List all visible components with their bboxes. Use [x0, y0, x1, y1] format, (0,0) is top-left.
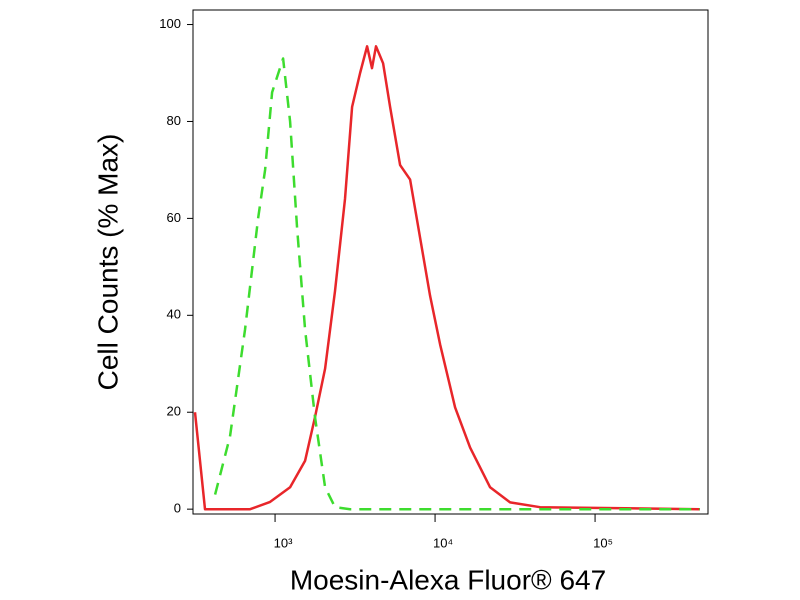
y-tick-label: 60 — [167, 210, 181, 225]
series-line — [213, 57, 700, 511]
y-tick-label: 20 — [167, 404, 181, 419]
x-tick-label: 10⁴ — [433, 535, 453, 550]
x-axis-label: Moesin-Alexa Fluor® 647 — [290, 564, 606, 595]
y-tick-label: 0 — [174, 501, 181, 516]
series-line — [193, 45, 701, 511]
y-tick-label: 100 — [159, 16, 181, 31]
plot-frame — [192, 9, 709, 515]
y-tick-label: 40 — [167, 307, 181, 322]
y-axis-label: Cell Counts (% Max) — [92, 134, 123, 391]
x-tick-label: 10⁵ — [593, 535, 613, 550]
y-tick-label: 80 — [167, 113, 181, 128]
x-tick-label: 10³ — [274, 535, 293, 550]
